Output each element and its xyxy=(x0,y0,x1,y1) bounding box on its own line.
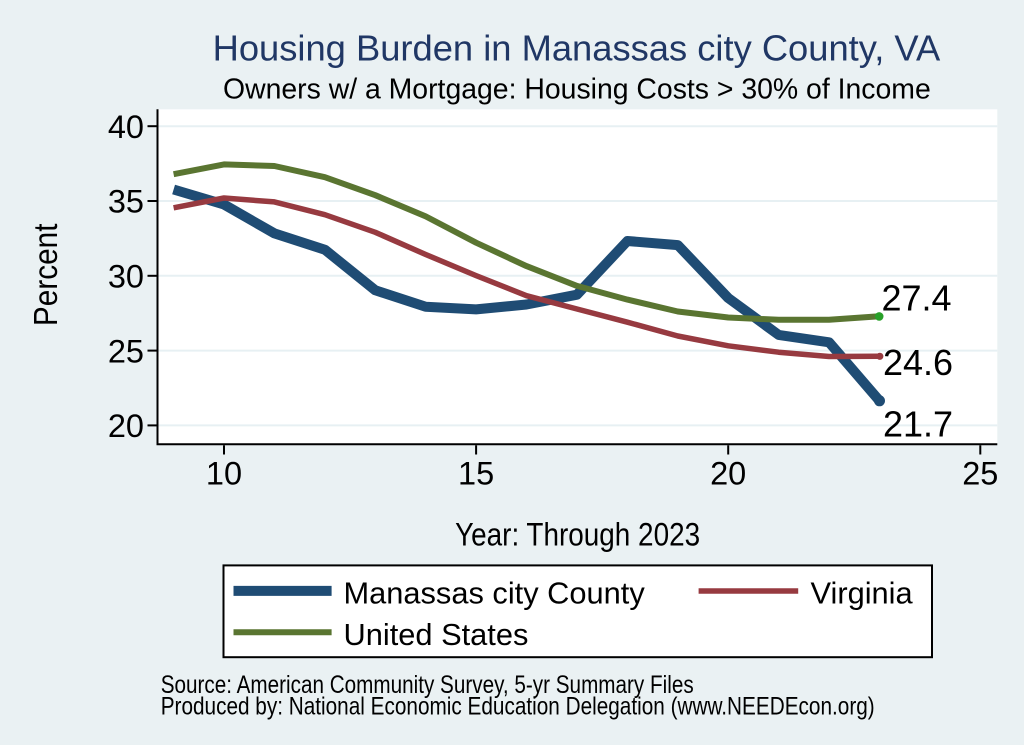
svg-text:40: 40 xyxy=(108,109,144,145)
svg-text:25: 25 xyxy=(962,456,998,492)
svg-text:21.7: 21.7 xyxy=(883,403,953,444)
svg-text:25: 25 xyxy=(108,333,144,369)
svg-text:15: 15 xyxy=(458,456,494,492)
svg-text:Manassas city County: Manassas city County xyxy=(344,576,646,611)
svg-text:Year: Through 2023: Year: Through 2023 xyxy=(455,517,700,553)
svg-text:Owners w/ a Mortgage: Housing: Owners w/ a Mortgage: Housing Costs > 30… xyxy=(223,73,931,105)
svg-text:United States: United States xyxy=(344,617,529,652)
svg-text:Percent: Percent xyxy=(28,223,65,326)
svg-text:20: 20 xyxy=(108,408,144,444)
svg-text:30: 30 xyxy=(108,259,144,295)
svg-text:Source: American Community Sur: Source: American Community Survey, 5-yr … xyxy=(161,672,694,699)
svg-text:10: 10 xyxy=(206,456,242,492)
svg-text:20: 20 xyxy=(710,456,746,492)
svg-text:Housing Burden in Manassas cit: Housing Burden in Manassas city County, … xyxy=(213,28,941,69)
svg-text:27.4: 27.4 xyxy=(882,278,952,319)
svg-text:24.6: 24.6 xyxy=(883,342,953,383)
svg-text:35: 35 xyxy=(108,184,144,220)
svg-text:Virginia: Virginia xyxy=(811,575,914,610)
svg-text:Produced by: National Economic: Produced by: National Economic Education… xyxy=(161,693,875,720)
